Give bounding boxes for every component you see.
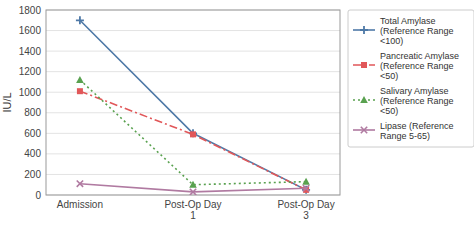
series-line <box>80 80 306 185</box>
point-marker <box>77 88 83 94</box>
y-tick-label: 1000 <box>19 87 42 98</box>
legend-marker <box>360 26 368 34</box>
legend-box <box>348 10 474 147</box>
point-marker <box>303 185 309 191</box>
series-group <box>76 16 310 195</box>
x-tick-label: Post-Op Day1 <box>164 199 221 221</box>
grid-line <box>46 153 340 154</box>
grid-line <box>46 92 340 93</box>
point-marker <box>189 181 197 188</box>
grid-line <box>46 174 340 175</box>
point-marker <box>190 189 196 195</box>
legend-label: Total Amylase(Reference Range<100) <box>380 16 454 46</box>
legend-label: Lipase (ReferenceRange 5-65) <box>380 121 454 141</box>
y-tick-label: 1800 <box>19 5 42 16</box>
y-tick-label: 600 <box>24 128 41 139</box>
point-marker <box>77 180 83 186</box>
legend-marker <box>361 127 367 133</box>
legend-label: Pancreatic Amylase(Reference Range<50) <box>380 51 459 81</box>
x-tick-label: Admission <box>57 199 103 210</box>
point-marker <box>190 131 196 137</box>
point-marker <box>302 178 310 185</box>
legend-label: Salivary Amylase(Reference Range<50) <box>380 86 454 116</box>
point-marker <box>76 76 84 83</box>
plot-frame <box>46 10 340 195</box>
series-line <box>80 20 306 190</box>
legend: Total Amylase(Reference Range<100) Pancre… <box>348 10 474 147</box>
series-line <box>80 91 306 190</box>
y-tick-label: 1200 <box>19 66 42 77</box>
y-tick-label: 1400 <box>19 46 42 57</box>
point-marker <box>189 129 197 137</box>
y-tick-label: 0 <box>35 190 41 201</box>
y-axis-label: IU/L <box>1 92 13 112</box>
legend-marker <box>361 62 367 68</box>
grid-line <box>46 51 340 52</box>
series-line <box>80 184 306 192</box>
y-tick-label: 800 <box>24 107 41 118</box>
point-marker <box>76 16 84 24</box>
y-tick-label: 1600 <box>19 25 42 36</box>
y-tick-label: 200 <box>24 169 41 180</box>
x-tick-label: Post-Op Day3 <box>277 199 334 221</box>
grid-line <box>46 71 340 72</box>
chart: 0 200 400 600 800 1000 1200 1400 1600 1800 Admissi… <box>0 0 474 227</box>
y-tick-label: 400 <box>24 148 41 159</box>
point-marker <box>302 186 310 194</box>
legend-marker <box>360 96 368 103</box>
grid-line <box>46 112 340 113</box>
